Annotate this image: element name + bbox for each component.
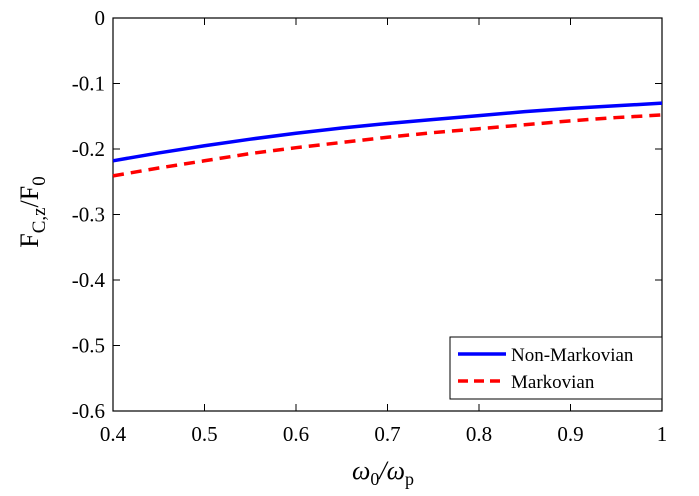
y-tick-label: -0.6 [72,399,105,423]
legend-label-markovian: Markovian [511,372,595,393]
x-tick-label: 0.5 [191,422,217,446]
series-line-markovian [112,113,663,178]
y-tick-label: -0.5 [72,334,105,358]
y-tick-label: -0.2 [72,137,105,161]
y-tick-label: 0 [95,6,106,30]
x-axis-label-sub1: 0 [370,469,379,489]
legend-label-non-markovian: Non-Markovian [511,345,634,366]
x-axis-label-slash: /ω [377,456,405,485]
y-axis-label-sub1: C,z [29,207,50,233]
y-axis-label-sub2: 0 [29,176,50,186]
y-tick-label: -0.3 [72,203,105,227]
ticks-layer: 0.4 0.5 0.6 0.7 0.8 0.9 1 0 -0.1 -0.2 -0.3 -0.4 -0.5… [72,6,668,446]
x-tick-label: 1 [657,422,668,446]
x-tick-label: 0.9 [557,422,583,446]
x-tick-label: 0.6 [283,422,309,446]
series-layer [112,101,663,178]
y-tick-label: -0.4 [72,268,106,292]
legend-box [449,336,663,400]
y-axis-label-slash: /F [15,186,44,208]
y-tick-label: -0.1 [72,72,105,96]
x-axis-label: ω0/ωp [352,456,414,489]
x-tick-label: 0.8 [466,422,492,446]
legend: Non-Markovian Markovian [449,336,663,400]
y-axis-label: FC,z/F0 [15,176,50,248]
x-tick-label: 0.4 [100,422,127,446]
x-tick-label: 0.7 [374,422,400,446]
series-line-non-markovian [112,101,663,163]
y-axis-label-main: F [15,233,44,247]
x-axis-label-main: ω [352,456,370,485]
x-axis-label-sub2: p [405,469,414,489]
